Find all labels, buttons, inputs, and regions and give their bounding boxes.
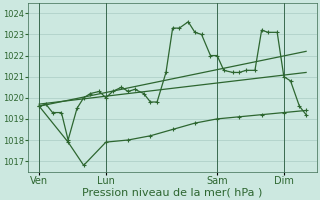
X-axis label: Pression niveau de la mer( hPa ): Pression niveau de la mer( hPa ) xyxy=(83,187,263,197)
